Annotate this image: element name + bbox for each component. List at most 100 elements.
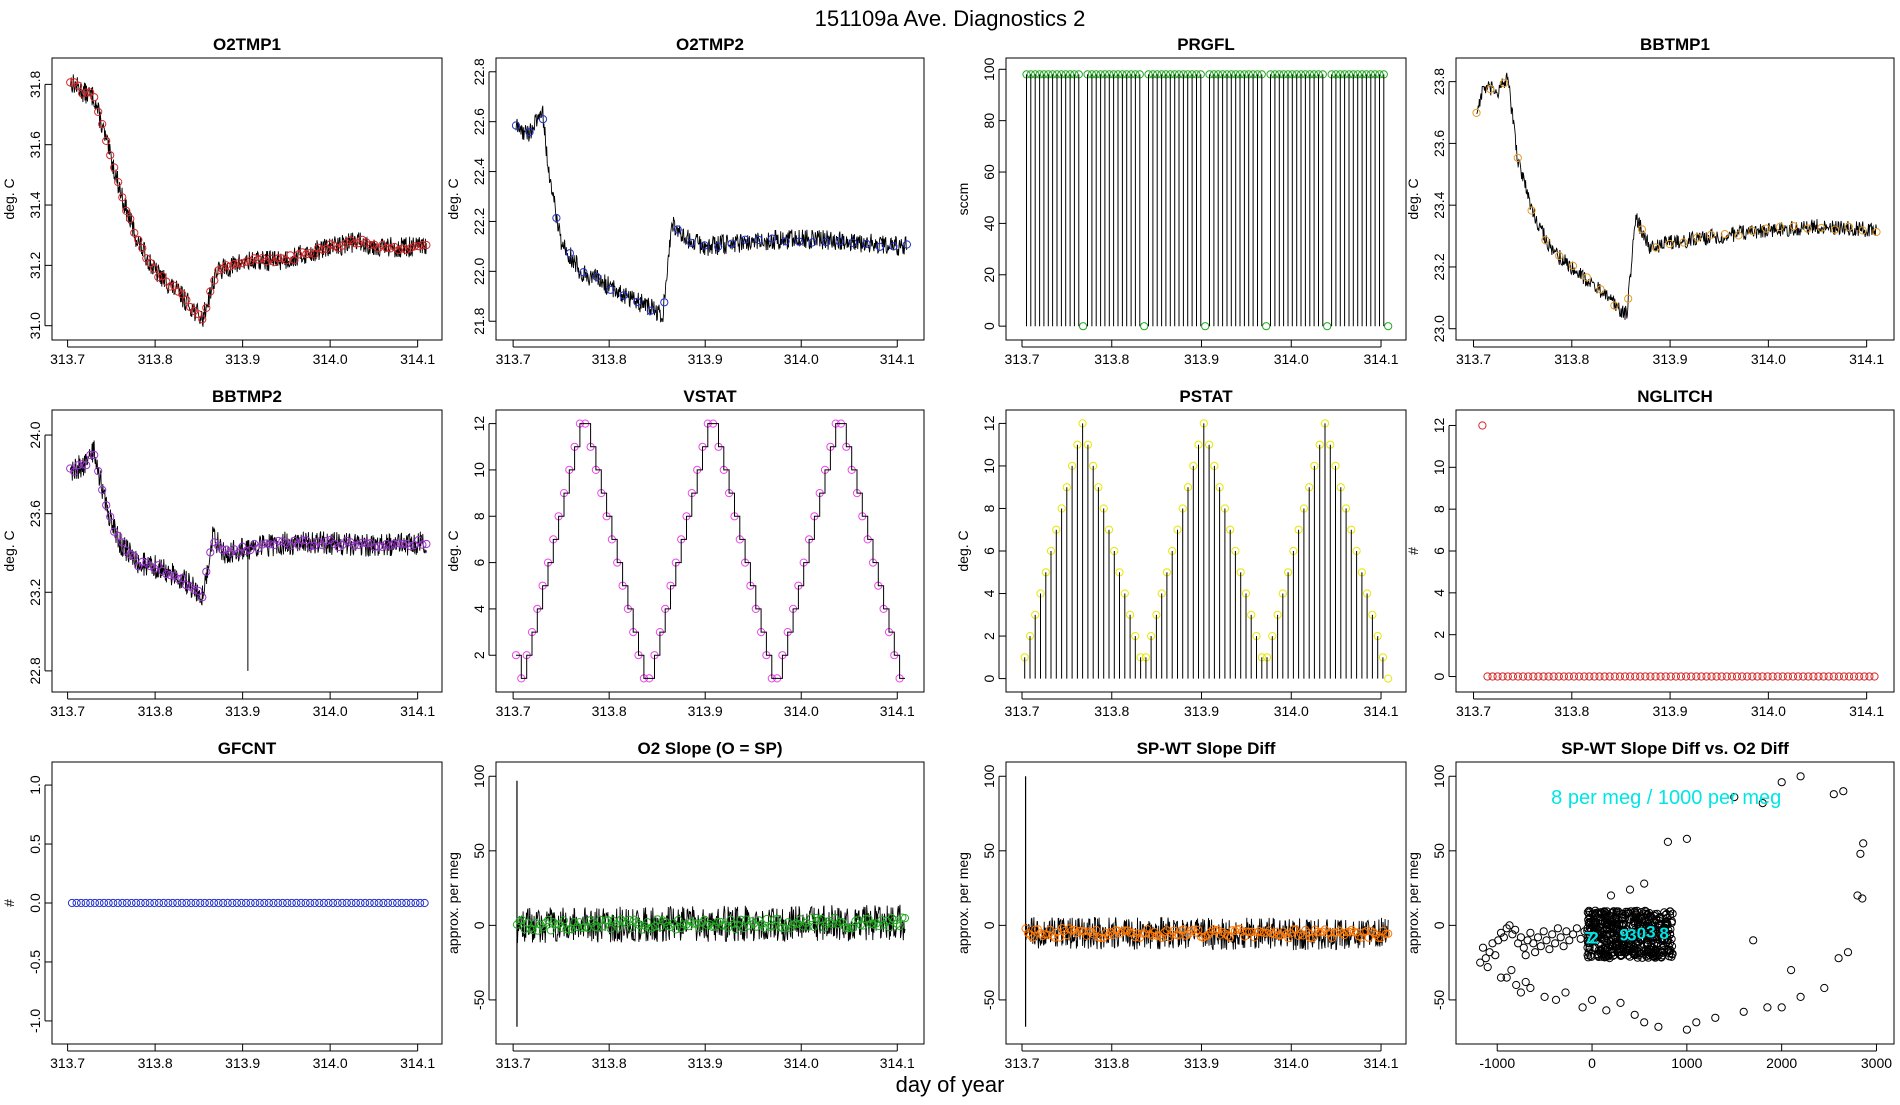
data-point [1586,917,1596,926]
series-o2tmp2 [511,105,912,323]
data-point [1562,927,1571,936]
data-point [1298,931,1308,940]
data-point [601,916,610,925]
data-point [833,920,842,929]
data-point [1596,285,1605,294]
data-point [333,898,342,908]
data-point [804,922,813,931]
data-point [90,450,99,460]
data-point [1486,85,1495,94]
data-point [1626,907,1635,916]
data-point [1758,799,1767,808]
data-point [835,237,844,246]
chart-panel-nglitch: NGLITCH 313.7 313.8 313.9 314.0 314.1 0 2 4 6 8 10 1… [1405,387,1895,719]
data-point [1615,672,1625,681]
chart-panel-spwt: SP-WT Slope Diff 313.7 313.8 313.9 314.0 314.… [955,739,1407,1071]
data-point [366,240,375,250]
data-point [606,285,615,294]
data-point [134,235,143,244]
data-point [127,898,136,908]
y-tick-label: 31.2 [27,252,43,279]
data-point [246,546,255,555]
data-point [848,923,858,933]
data-point [278,537,287,546]
y-tick-label: 10 [1431,459,1447,475]
data-point [614,923,623,932]
panel-title: PRGFL [1177,35,1235,54]
data-point [159,898,168,908]
data-point [287,898,296,908]
data-point [1637,949,1646,958]
x-tick-label: 313.8 [1094,703,1129,719]
series-line [516,904,906,944]
y-tick-label: 23.2 [1431,253,1447,280]
data-point [781,237,790,246]
data-point [1638,936,1647,945]
data-point [182,898,191,908]
data-point [588,918,597,927]
data-point [1748,672,1757,681]
data-point [1585,672,1594,681]
data-point [1697,672,1706,681]
data-point [173,898,182,908]
data-point [1301,925,1310,935]
data-point [544,915,553,925]
data-point [1123,926,1132,935]
data-point [1521,951,1530,960]
data-point [1602,907,1612,916]
data-point [1554,672,1563,681]
x-tick-label: 313.8 [1554,703,1589,719]
data-point [1619,934,1628,944]
data-point [1089,930,1098,939]
data-point [315,898,324,908]
x-tick-label: 313.8 [1554,351,1589,367]
data-point [1306,934,1315,943]
marker-group [1478,421,1879,681]
y-axis-label: # [1405,547,1421,555]
y-tick-label: 6 [1431,547,1447,555]
data-point [109,898,118,908]
data-point [1500,79,1509,88]
data-point [567,925,576,934]
data-point [1817,223,1826,233]
data-point [1350,928,1359,937]
data-point [390,539,399,548]
y-tick-label: 23.6 [1431,130,1447,157]
data-point [1665,939,1675,948]
y-axis-label: deg. C [1,530,17,571]
data-point [174,287,183,296]
data-point [334,542,343,552]
y-axis-label: approx. per meg [1405,852,1421,954]
data-point [74,461,83,470]
series-nglitch [1478,421,1879,681]
data-point [370,543,379,552]
data-point [178,574,187,583]
x-tick-label: 314.1 [880,1055,915,1071]
data-point [674,915,683,925]
data-point [178,290,187,299]
data-point [660,298,669,307]
data-point [1654,1022,1663,1031]
chart-panel-vstat: VSTAT 313.7 313.8 313.9 314.0 314.1 2 4 6 8 10 12 de… [445,387,925,719]
data-point [695,923,704,933]
data-point [1820,983,1829,993]
marker-group [1022,70,1393,331]
data-point [142,254,151,263]
panel-title: SP-WT Slope Diff [1137,739,1276,758]
series-spwt [1021,776,1393,1027]
data-point [1328,933,1337,942]
x-tick-label: 0 [1588,1055,1596,1071]
data-point [1777,1003,1786,1012]
data-point [1225,933,1235,942]
data-point [326,240,335,249]
data-point [1533,933,1543,942]
data-point [110,163,119,172]
x-tick-label: 314.1 [1364,351,1399,367]
data-point [1544,672,1553,681]
data-point [1819,672,1828,681]
y-axis-label: deg. C [445,530,461,571]
data-point [266,540,275,549]
